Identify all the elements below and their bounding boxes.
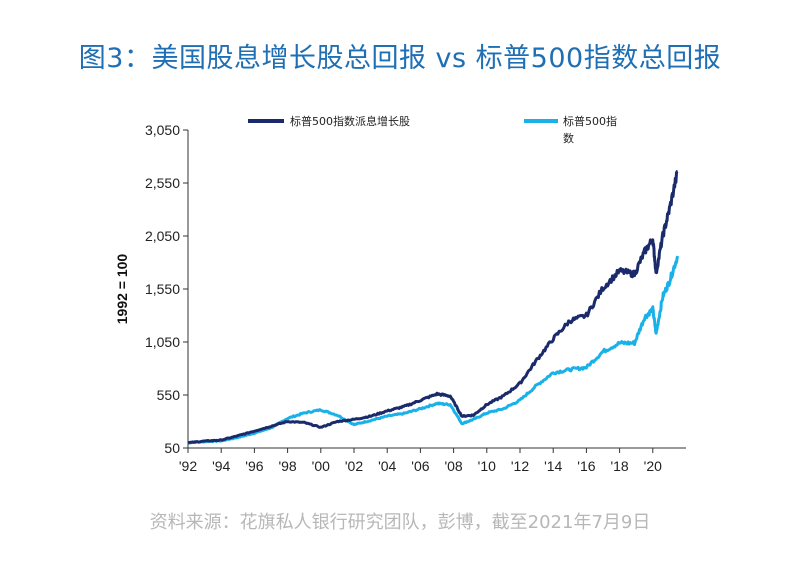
x-tick-label: '98 (278, 458, 296, 474)
series-line (187, 169, 679, 445)
x-tick-label: '18 (610, 458, 628, 474)
y-tick-label: 3,050 (145, 122, 180, 138)
legend: 标普500指数派息增长股 标普500指数 (248, 114, 617, 145)
x-tick-label: '12 (511, 458, 529, 474)
series-group (187, 169, 680, 445)
x-tick-label: '00 (312, 458, 330, 474)
x-tick-label: '16 (577, 458, 595, 474)
y-tick-label: 2,550 (145, 175, 180, 191)
y-axis-label: 1992 = 100 (114, 254, 130, 325)
source-note: 资料来源：花旗私人银行研究团队，彭博，截至2021年7月9日 (149, 512, 651, 533)
y-tick-label: 550 (157, 387, 181, 403)
y-tick-label: 1,050 (145, 334, 180, 350)
x-tick-label: '92 (179, 458, 197, 474)
x-tick-label: '94 (212, 458, 230, 474)
x-tick-label: '14 (544, 458, 562, 474)
x-tick-label: '02 (345, 458, 363, 474)
legend-label: 标普500指数派息增长股 (290, 114, 410, 128)
y-tick-label: 1,550 (145, 281, 180, 297)
x-tick-label: '08 (444, 458, 462, 474)
x-tick-label: '10 (478, 458, 496, 474)
y-tick-label: 2,050 (145, 228, 180, 244)
axes: 50 550 1,050 1,550 2,050 2,550 3,050 '92 '94 '96 '… (114, 122, 686, 474)
x-tick-label: '06 (411, 458, 429, 474)
x-tick-label: '04 (378, 458, 396, 474)
chart-title: 图3：美国股息增长股总回报 vs 标普500指数总回报 (78, 43, 722, 74)
x-tick-label: '20 (644, 458, 662, 474)
legend-label: 标普500指数 (563, 114, 617, 145)
y-tick-label: 50 (164, 440, 180, 456)
x-tick-label: '96 (245, 458, 263, 474)
series-line (187, 255, 680, 445)
